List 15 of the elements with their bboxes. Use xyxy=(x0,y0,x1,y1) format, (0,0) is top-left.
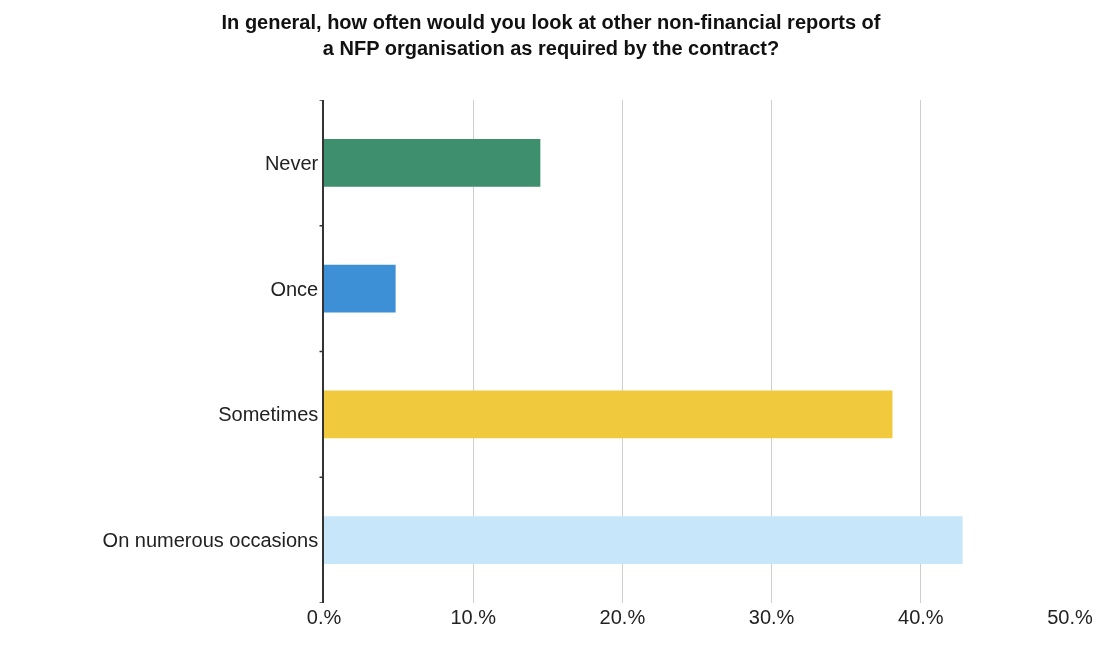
x-tick-label: 0.% xyxy=(306,606,342,628)
y-tick-label: Once xyxy=(270,277,319,300)
x-tick-label: 30.% xyxy=(748,606,795,628)
bar xyxy=(324,390,893,439)
bar xyxy=(324,138,541,187)
x-tick-label: 10.% xyxy=(450,606,497,628)
x-tick-label: 20.% xyxy=(599,606,646,628)
y-tick-label: Sometimes xyxy=(218,403,319,426)
chart-title: In general, how often would you look at other non-financial reports of a NFP organisation as required by the contract? xyxy=(221,11,881,60)
x-tick-label: 50.% xyxy=(1047,606,1094,628)
x-tick-label: 40.% xyxy=(898,606,944,628)
y-tick-label: On numerous occasions xyxy=(102,529,319,552)
bar xyxy=(324,516,963,565)
y-tick-label: Never xyxy=(264,151,319,174)
bar xyxy=(324,264,396,313)
